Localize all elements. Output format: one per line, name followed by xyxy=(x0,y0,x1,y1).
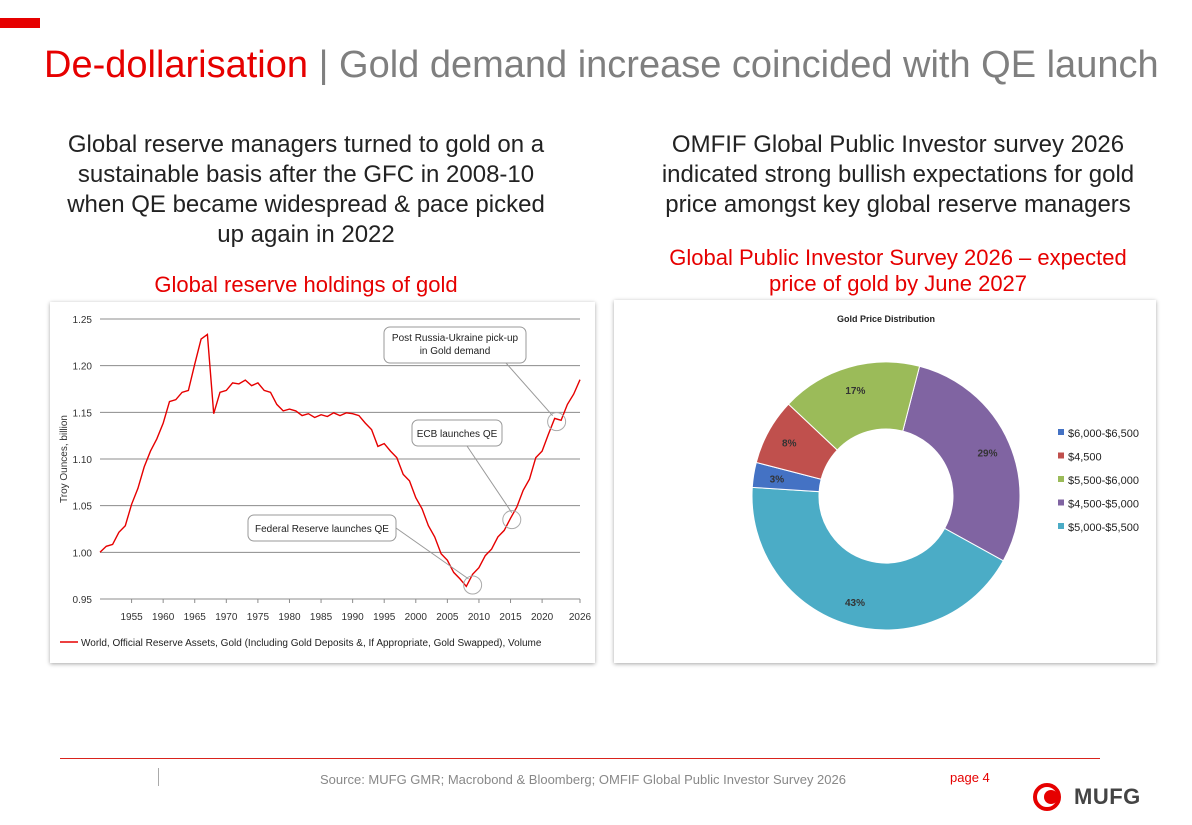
slice-data-label: 17% xyxy=(845,386,865,397)
legend-swatch xyxy=(1058,523,1064,529)
legend-swatch xyxy=(1058,499,1064,506)
annotation-label-line: ECB launches QE xyxy=(417,429,498,440)
left-heading: Global reserve managers turned to gold o… xyxy=(67,131,545,248)
right-heading: OMFIF Global Public Investor survey 2026… xyxy=(661,131,1135,218)
x-tick-label: 1975 xyxy=(247,612,270,623)
annotation-box xyxy=(383,326,527,364)
x-tick-label: 1980 xyxy=(278,612,301,623)
slice-data-label: 43% xyxy=(845,598,865,609)
legend-label: $5,500-$6,000 xyxy=(1068,475,1139,487)
right-chart-title: Global Public Investor Survey 2026 – exp… xyxy=(669,245,1127,296)
source-note: Source: MUFG GMR; Macrobond & Bloomberg;… xyxy=(320,772,846,787)
x-tick-label: 1955 xyxy=(120,612,143,623)
x-tick-label: 2000 xyxy=(405,612,428,623)
annotation-label-line: Federal Reserve launches QE xyxy=(255,524,389,535)
slice-data-label: 8% xyxy=(782,439,797,450)
gold-holdings-line-chart: 0.95 1.00 1.05 1.10 1.15 1.20 1.25 1955 1960 1965… xyxy=(59,315,592,649)
legend-label: $4,500 xyxy=(1068,452,1102,464)
y-tick-label: 1.15 xyxy=(73,408,93,419)
annotation-label: Federal Reserve launches QE xyxy=(255,524,389,535)
title-main: De-dollarisation xyxy=(44,44,309,86)
donut-chart-panel: Gold Price Distribution 29% 43% 3% 8% 17% $6,0… xyxy=(614,300,1156,663)
x-tick-label: 1970 xyxy=(215,612,238,623)
y-axis-label: Troy Ounces, billion xyxy=(59,415,70,503)
annotation-marker xyxy=(502,510,522,530)
line-chart-panel: 0.95 1.00 1.05 1.10 1.15 1.20 1.25 1955 1960 1965… xyxy=(50,302,595,663)
page-number: page 4 xyxy=(950,770,990,785)
y-tick-label: 1.05 xyxy=(73,502,93,513)
annotation-leader xyxy=(505,362,554,416)
x-tick-label: 1995 xyxy=(373,612,396,623)
annotation-label: Post Russia-Ukraine pick-up in Gold deman… xyxy=(392,333,519,357)
series-line-gold-reserves xyxy=(99,333,581,588)
gold-price-donut-chart: Gold Price Distribution 29% 43% 3% 8% 17% $6,0… xyxy=(751,314,1139,631)
y-tick-label: 1.10 xyxy=(73,455,93,466)
donut-slice xyxy=(787,361,921,451)
footer-divider xyxy=(60,758,1100,759)
x-tick-label: 1960 xyxy=(152,612,175,623)
mufg-logo: MUFG xyxy=(1032,780,1141,814)
y-tick-label: 1.20 xyxy=(73,362,93,373)
annotation-leader xyxy=(466,445,513,513)
legend-label: World, Official Reserve Assets, Gold (In… xyxy=(81,638,542,649)
left-chart-title: Global reserve holdings of gold xyxy=(154,272,458,297)
legend-label: $5,000-$5,500 xyxy=(1068,522,1139,534)
legend-label: $4,500-$5,000 xyxy=(1068,499,1139,511)
legend-label: $6,000-$6,500 xyxy=(1068,428,1139,440)
x-tick-label: 2026 xyxy=(569,612,592,623)
x-tick-label: 1985 xyxy=(310,612,333,623)
slice-data-label: 3% xyxy=(770,475,785,486)
annotation-box xyxy=(411,419,503,447)
title-separator: | xyxy=(318,44,329,86)
annotation-label-line: in Gold demand xyxy=(420,346,491,357)
donut-title: Gold Price Distribution xyxy=(837,314,935,324)
annotation-label: ECB launches QE xyxy=(417,429,498,440)
footer-tick xyxy=(158,768,159,786)
y-tick-label: 1.25 xyxy=(73,315,93,326)
x-tick-label: 2005 xyxy=(436,612,459,623)
x-tick-label: 2010 xyxy=(468,612,491,623)
x-tick-label: 2020 xyxy=(531,612,554,623)
annotation-marker xyxy=(463,575,483,595)
x-tick-label: 1965 xyxy=(184,612,207,623)
brand-accent-bar xyxy=(0,18,40,28)
y-tick-label: 1.00 xyxy=(73,548,93,559)
annotation-box xyxy=(247,514,397,542)
x-tick-label: 1990 xyxy=(342,612,365,623)
donut-slice xyxy=(902,365,1021,562)
donut-slice xyxy=(751,486,1004,631)
legend-swatch xyxy=(1058,476,1064,482)
annotation-marker xyxy=(547,412,567,432)
legend-swatch xyxy=(1058,429,1064,435)
annotation-leader xyxy=(395,527,469,580)
annotation-label-line: Post Russia-Ukraine pick-up xyxy=(392,333,519,344)
mufg-logo-icon xyxy=(1033,783,1061,811)
logo-text: MUFG xyxy=(1074,784,1141,809)
y-tick-label: 0.95 xyxy=(73,595,93,606)
x-tick-label: 2015 xyxy=(499,612,522,623)
title-sub: Gold demand increase coincided with QE l… xyxy=(339,44,1159,86)
page-title: De-dollarisation | Gold demand increase … xyxy=(44,40,1159,90)
slice-data-label: 29% xyxy=(977,448,997,459)
legend-swatch xyxy=(1058,452,1064,459)
